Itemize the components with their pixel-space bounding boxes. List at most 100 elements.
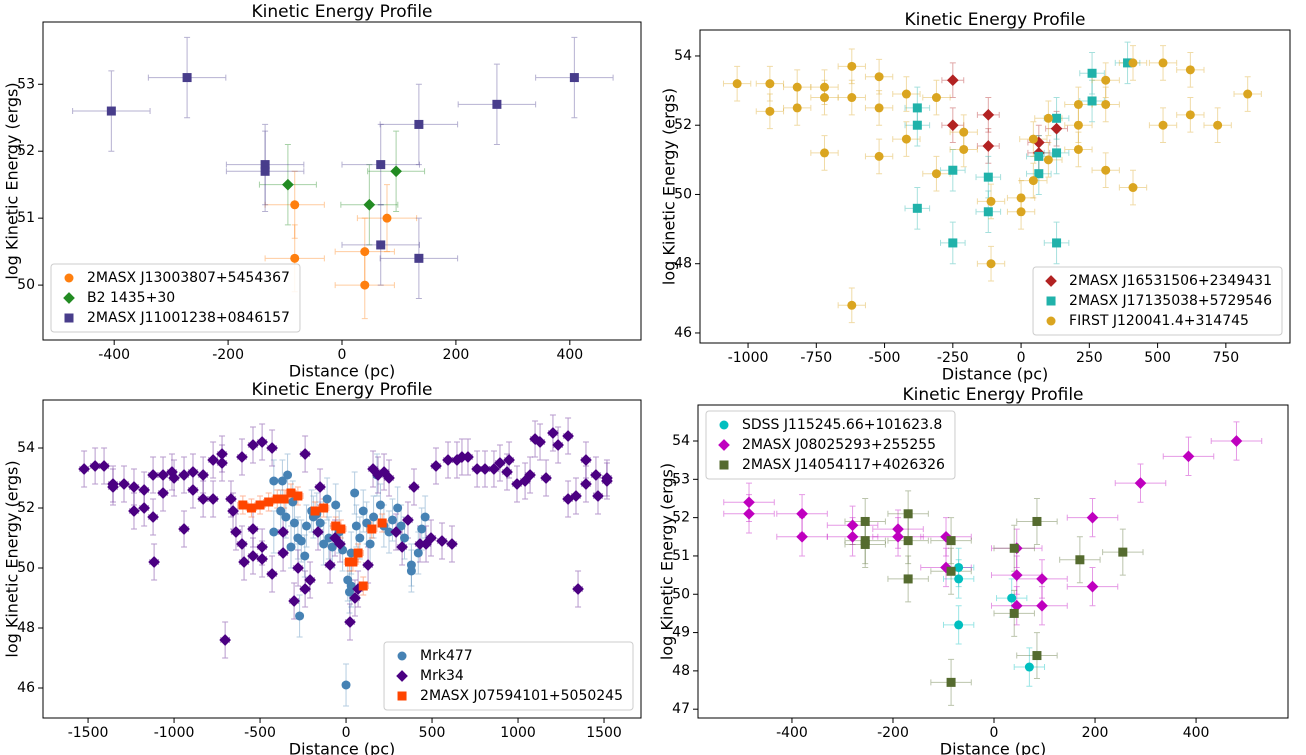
marker: [1028, 134, 1038, 144]
marker: [1046, 296, 1056, 306]
marker: [765, 79, 775, 89]
marker: [718, 439, 730, 451]
marker: [552, 439, 564, 451]
y-tick-label: 50: [17, 560, 35, 576]
marker: [1043, 113, 1053, 123]
marker: [719, 420, 729, 430]
y-tick-label: 50: [674, 186, 692, 202]
marker: [846, 519, 859, 532]
marker: [1032, 516, 1042, 526]
marker: [230, 526, 242, 538]
marker: [492, 99, 502, 109]
marker: [390, 526, 402, 538]
marker: [377, 518, 387, 528]
x-axis-label: Distance (pc): [942, 365, 1048, 384]
x-tick-label: 0: [1017, 350, 1026, 366]
y-tick-label: 48: [672, 663, 690, 679]
marker: [367, 524, 377, 534]
marker: [1034, 151, 1044, 161]
marker: [219, 634, 231, 646]
y-tick-label: 51: [672, 548, 690, 564]
marker: [903, 536, 913, 546]
marker: [1046, 316, 1056, 326]
marker: [349, 592, 361, 604]
marker: [138, 484, 150, 496]
marker: [1036, 599, 1048, 612]
marker: [289, 518, 299, 528]
marker: [931, 169, 941, 179]
marker: [358, 581, 368, 591]
marker: [293, 491, 303, 501]
marker: [1052, 113, 1062, 123]
marker: [959, 127, 969, 137]
marker: [346, 548, 356, 558]
y-tick-label: 52: [17, 500, 35, 516]
x-axis-label: Distance (pc): [289, 740, 395, 755]
marker: [290, 200, 300, 210]
marker: [396, 541, 408, 553]
marker: [959, 144, 969, 154]
marker: [494, 457, 506, 469]
marker: [128, 481, 140, 493]
marker: [503, 454, 515, 466]
marker: [430, 460, 442, 472]
chart-title: Kinetic Energy Profile: [902, 385, 1083, 405]
marker: [562, 430, 574, 442]
marker: [382, 213, 392, 223]
marker: [207, 493, 219, 505]
marker: [286, 488, 296, 498]
marker: [1182, 450, 1195, 463]
x-tick-label: -1000: [728, 350, 769, 366]
marker: [860, 516, 870, 526]
x-tick-label: -750: [800, 350, 832, 366]
marker: [187, 484, 199, 496]
marker: [118, 478, 130, 490]
marker: [874, 151, 884, 161]
marker: [89, 460, 101, 472]
marker: [572, 583, 584, 595]
marker: [279, 494, 289, 504]
marker: [369, 512, 379, 522]
marker: [931, 93, 941, 103]
marker: [197, 469, 209, 481]
marker: [1128, 183, 1138, 193]
x-tick-label: 400: [1183, 725, 1210, 741]
marker: [295, 611, 305, 621]
marker: [238, 500, 248, 510]
marker: [1009, 608, 1019, 618]
marker: [246, 503, 256, 513]
legend-label: 2MASX J07594101+5050245: [420, 688, 623, 704]
marker: [255, 500, 265, 510]
marker: [946, 74, 959, 87]
marker: [299, 448, 311, 460]
marker: [286, 542, 296, 552]
marker: [350, 488, 360, 498]
marker: [383, 472, 395, 484]
marker: [903, 574, 913, 584]
marker: [408, 481, 420, 493]
marker: [479, 463, 491, 475]
y-tick-label: 54: [672, 433, 690, 449]
marker: [912, 203, 922, 213]
x-tick-label: 750: [1212, 350, 1239, 366]
chart-title: Kinetic Energy Profile: [251, 2, 432, 22]
marker: [540, 472, 552, 484]
marker: [387, 515, 397, 525]
y-tick-label: 49: [672, 625, 690, 641]
marker: [1243, 89, 1253, 99]
marker: [247, 439, 259, 451]
marker: [236, 451, 248, 463]
y-axis-label: log Kinetic Energy (ergs): [3, 82, 22, 279]
marker: [446, 538, 458, 550]
marker: [417, 524, 427, 534]
marker: [281, 512, 291, 522]
marker: [341, 680, 351, 690]
marker: [1086, 580, 1099, 593]
marker: [948, 165, 958, 175]
marker: [390, 165, 402, 178]
marker: [128, 505, 140, 517]
marker: [355, 533, 365, 543]
marker: [1052, 148, 1062, 158]
x-tick-label: -250: [937, 350, 969, 366]
y-tick-label: 52: [17, 143, 35, 159]
